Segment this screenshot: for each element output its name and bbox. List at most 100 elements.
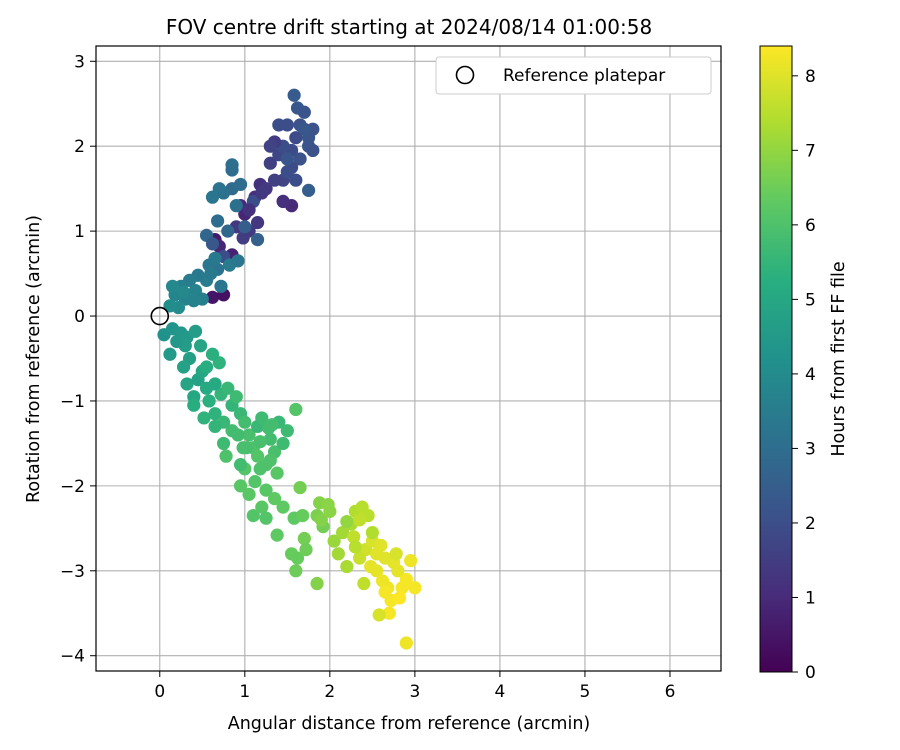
grid-lines <box>96 46 721 671</box>
legend-reference-marker <box>455 65 475 85</box>
data-point <box>297 105 311 119</box>
data-point <box>214 279 228 293</box>
data-point <box>321 497 335 512</box>
data-point <box>188 324 203 338</box>
data-point <box>259 483 273 497</box>
x-tick-label: 2 <box>324 682 335 702</box>
data-point <box>270 466 284 480</box>
chart-title: FOV centre drift starting at 2024/08/14 … <box>166 15 652 39</box>
data-point <box>205 237 220 251</box>
data-point <box>187 398 201 412</box>
data-point <box>280 424 294 438</box>
colorbar-tick-label: 1 <box>805 588 816 608</box>
data-point <box>221 381 235 395</box>
data-point <box>399 636 413 650</box>
colorbar-tick-label: 8 <box>805 67 816 87</box>
x-tick-label: 4 <box>494 682 505 702</box>
data-point <box>331 547 345 561</box>
y-tick-label: 2 <box>74 137 85 157</box>
data-point <box>216 436 231 451</box>
x-tick-label: 5 <box>580 682 591 702</box>
data-point <box>378 551 392 565</box>
data-point <box>253 435 267 449</box>
data-point <box>250 233 265 247</box>
data-point <box>208 251 222 265</box>
data-point <box>340 559 354 574</box>
data-point <box>270 528 284 542</box>
data-point <box>165 279 180 293</box>
data-point <box>263 453 277 468</box>
data-point <box>208 407 222 421</box>
data-point <box>163 299 177 313</box>
colorbar: 0 1 2 3 4 5 6 7 8 Hours from first FF file <box>759 45 849 683</box>
data-point <box>353 513 367 527</box>
data-point <box>310 576 324 591</box>
data-point <box>231 428 245 442</box>
data-point <box>267 492 282 506</box>
colorbar-tick-label: 5 <box>805 290 816 310</box>
data-point <box>233 479 248 493</box>
y-tick-label: −3 <box>60 562 85 582</box>
data-point <box>187 294 201 308</box>
data-point <box>370 564 384 578</box>
legend-entry-reference: Reference platepar <box>503 66 665 86</box>
data-point <box>290 551 305 565</box>
data-point <box>267 173 282 187</box>
data-point <box>246 508 260 523</box>
data-point <box>233 177 248 192</box>
data-point <box>335 525 350 540</box>
data-point <box>263 139 277 153</box>
data-point <box>229 390 243 404</box>
data-point <box>299 542 313 557</box>
data-point <box>225 163 239 177</box>
data-point <box>289 173 303 187</box>
data-point <box>242 487 256 501</box>
data-point <box>255 500 269 514</box>
data-point <box>297 122 311 136</box>
data-point <box>238 220 252 234</box>
data-point <box>287 88 301 102</box>
x-tick-label: 3 <box>409 682 420 702</box>
data-point <box>353 551 367 565</box>
data-point <box>348 540 362 554</box>
legend: Reference platepar <box>435 56 712 95</box>
data-point <box>259 511 273 525</box>
data-point <box>176 285 191 299</box>
data-point <box>289 131 303 145</box>
colorbar-label: Hours from first FF file <box>829 261 849 456</box>
data-point <box>306 143 320 158</box>
data-point <box>392 591 407 605</box>
legend-box <box>435 56 712 95</box>
data-point <box>163 347 177 361</box>
data-point <box>280 152 294 166</box>
data-point <box>327 534 341 548</box>
data-point <box>253 462 267 476</box>
data-point <box>276 436 290 451</box>
data-points <box>157 88 422 650</box>
data-point <box>289 402 303 417</box>
y-tick-label: 3 <box>74 52 85 72</box>
data-point <box>357 576 371 591</box>
colorbar-tick-label: 7 <box>805 141 816 161</box>
data-point <box>204 266 218 281</box>
data-point <box>242 428 256 442</box>
data-point <box>263 156 277 170</box>
y-tick-label: −4 <box>60 647 85 667</box>
y-tick-label: −1 <box>60 392 85 412</box>
colorbar-tick-label: 6 <box>805 216 816 236</box>
data-point <box>296 508 310 523</box>
data-point <box>250 216 265 230</box>
data-point <box>248 475 262 489</box>
data-point <box>208 419 222 434</box>
data-point <box>221 224 235 238</box>
x-tick-label: 0 <box>154 682 165 702</box>
y-tick-label: 1 <box>74 222 85 242</box>
data-point <box>293 152 307 166</box>
reference-platepar-marker <box>150 306 170 326</box>
colorbar-tick-label: 4 <box>805 365 816 385</box>
y-tick-label: 0 <box>74 307 85 327</box>
x-tick-label: 6 <box>665 682 676 702</box>
data-point <box>202 394 216 408</box>
data-point <box>238 415 252 429</box>
